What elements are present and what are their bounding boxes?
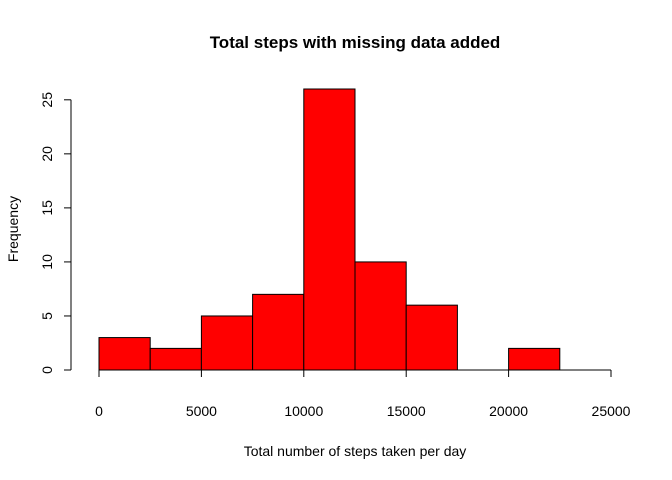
y-tick-label: 10 xyxy=(39,254,55,270)
chart-title: Total steps with missing data added xyxy=(210,33,501,52)
x-tick-label: 25000 xyxy=(592,403,631,419)
histogram-bar-1 xyxy=(149,347,202,371)
y-tick-label: 25 xyxy=(39,92,55,108)
y-tick-label: 0 xyxy=(39,366,55,374)
y-tick-label: 20 xyxy=(39,146,55,162)
x-tick-label: 5000 xyxy=(186,403,217,419)
histogram-bar-0 xyxy=(98,337,151,371)
x-axis: 0 5000 10000 15000 20000 25000 xyxy=(95,369,631,419)
histogram-bar-2 xyxy=(200,315,254,371)
histogram-bar-4 xyxy=(303,88,356,371)
y-axis: 0 5 10 15 20 25 xyxy=(39,92,72,374)
x-tick-label: 20000 xyxy=(489,403,528,419)
x-axis-label: Total number of steps taken per day xyxy=(244,443,467,459)
x-tick-label: 0 xyxy=(95,403,103,419)
histogram-bar-6 xyxy=(405,304,458,371)
histogram-bar-3 xyxy=(252,293,305,371)
y-tick-label: 5 xyxy=(39,312,55,320)
x-tick-label: 15000 xyxy=(387,403,426,419)
bars-group xyxy=(98,88,561,371)
histogram-bar-8 xyxy=(508,347,561,371)
y-axis-label: Frequency xyxy=(5,196,21,262)
y-tick-label: 15 xyxy=(39,200,55,216)
histogram-bar-5 xyxy=(354,261,407,371)
x-tick-label: 10000 xyxy=(284,403,323,419)
